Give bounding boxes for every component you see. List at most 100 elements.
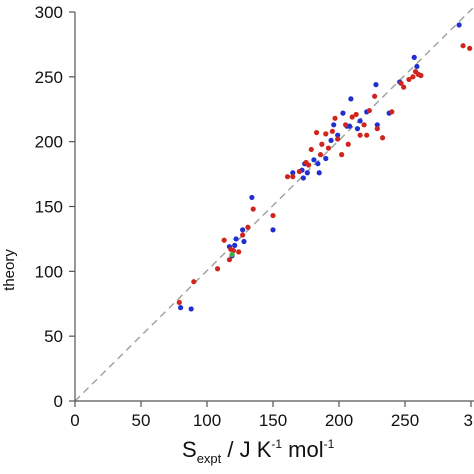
x-tick-labels: 0 50 100 150 200 250 3( bbox=[70, 411, 474, 430]
parity-reference-line bbox=[74, 5, 474, 402]
x-axis-title-subscript: expt bbox=[197, 451, 222, 466]
data-point bbox=[456, 22, 462, 28]
data-point bbox=[343, 122, 349, 128]
data-point bbox=[304, 170, 310, 176]
reference-line-layer bbox=[74, 5, 474, 402]
data-point bbox=[372, 93, 378, 99]
x-tick-label: 200 bbox=[325, 411, 353, 430]
data-point bbox=[335, 136, 341, 142]
x-tick-label: 150 bbox=[259, 411, 287, 430]
y-tick-label: 300 bbox=[35, 3, 63, 22]
data-point bbox=[300, 175, 306, 181]
data-point bbox=[374, 122, 380, 128]
data-points bbox=[176, 22, 473, 312]
data-point bbox=[240, 232, 246, 238]
x-tick-label: 0 bbox=[70, 411, 79, 430]
data-point bbox=[311, 157, 317, 163]
data-point bbox=[233, 236, 239, 242]
x-tick-label: 250 bbox=[391, 411, 419, 430]
x-axis-title-sup-2: -1 bbox=[324, 437, 335, 451]
data-point bbox=[290, 170, 296, 176]
data-point bbox=[331, 122, 337, 128]
data-point bbox=[284, 174, 291, 180]
data-point bbox=[270, 212, 276, 219]
y-axis-title: theory bbox=[1, 249, 18, 291]
data-point bbox=[398, 80, 404, 86]
data-point bbox=[414, 63, 420, 70]
data-point bbox=[329, 128, 335, 134]
data-point bbox=[348, 96, 354, 102]
data-point bbox=[346, 123, 353, 129]
data-point bbox=[357, 118, 363, 124]
y-tick-labels: 0 50 100 150 200 250 300 bbox=[35, 3, 63, 411]
data-point bbox=[191, 279, 197, 285]
data-point bbox=[339, 152, 345, 158]
data-point bbox=[221, 237, 227, 243]
y-tick-label: 200 bbox=[35, 133, 63, 152]
y-tick-label: 150 bbox=[35, 198, 63, 217]
data-point bbox=[316, 170, 322, 176]
data-point bbox=[401, 84, 407, 90]
data-point bbox=[317, 152, 324, 158]
x-tick-label: 50 bbox=[132, 411, 151, 430]
data-point bbox=[349, 114, 355, 120]
data-point bbox=[379, 135, 386, 141]
data-point bbox=[323, 155, 329, 162]
data-point bbox=[226, 257, 233, 263]
x-axis-title: Sexpt / J K-1 mol-1 bbox=[182, 437, 335, 466]
data-point bbox=[306, 162, 312, 168]
x-axis-title-unit-2: mol bbox=[282, 437, 324, 462]
data-point bbox=[335, 132, 341, 138]
y-tick-label: 250 bbox=[35, 68, 63, 87]
data-point bbox=[374, 126, 380, 132]
data-point bbox=[332, 115, 338, 121]
data-point bbox=[406, 76, 412, 83]
data-point bbox=[389, 109, 395, 115]
y-tick-label: 50 bbox=[44, 327, 63, 346]
data-point bbox=[188, 306, 194, 312]
data-point bbox=[460, 43, 466, 49]
data-point bbox=[340, 110, 346, 116]
data-point bbox=[229, 251, 235, 258]
data-point bbox=[361, 122, 367, 128]
data-point bbox=[319, 141, 325, 147]
data-point bbox=[315, 161, 321, 167]
data-point bbox=[357, 132, 363, 138]
data-point bbox=[236, 249, 242, 255]
x-tick-label: 100 bbox=[193, 411, 221, 430]
y-tick-label: 100 bbox=[35, 262, 63, 281]
x-axis-title-base: S bbox=[182, 437, 197, 462]
data-point bbox=[240, 227, 246, 233]
data-point bbox=[467, 45, 473, 51]
data-point bbox=[308, 146, 314, 153]
data-point bbox=[178, 305, 184, 311]
data-point bbox=[176, 299, 182, 306]
data-point bbox=[214, 266, 221, 272]
data-point bbox=[373, 82, 379, 88]
x-tick-label: 3( bbox=[463, 411, 474, 430]
data-point bbox=[410, 74, 416, 80]
axes bbox=[69, 11, 474, 407]
x-axis-title-unit-1: / J K bbox=[221, 437, 271, 462]
data-point bbox=[313, 129, 320, 136]
data-point bbox=[364, 132, 370, 138]
data-point bbox=[353, 111, 359, 118]
data-point bbox=[296, 168, 302, 175]
data-point bbox=[354, 126, 361, 132]
data-point bbox=[345, 141, 351, 147]
data-point bbox=[245, 224, 251, 230]
data-point bbox=[323, 131, 329, 137]
y-tick-label: 0 bbox=[54, 392, 63, 411]
data-point bbox=[241, 238, 247, 245]
data-point bbox=[290, 174, 296, 180]
data-point bbox=[418, 72, 424, 79]
data-point bbox=[232, 242, 238, 248]
data-point bbox=[411, 54, 417, 60]
x-axis-title-sup-1: -1 bbox=[271, 437, 282, 451]
data-point bbox=[366, 107, 372, 114]
data-point bbox=[328, 137, 334, 143]
data-point bbox=[249, 194, 255, 201]
data-point bbox=[250, 206, 256, 212]
data-point bbox=[270, 227, 276, 233]
